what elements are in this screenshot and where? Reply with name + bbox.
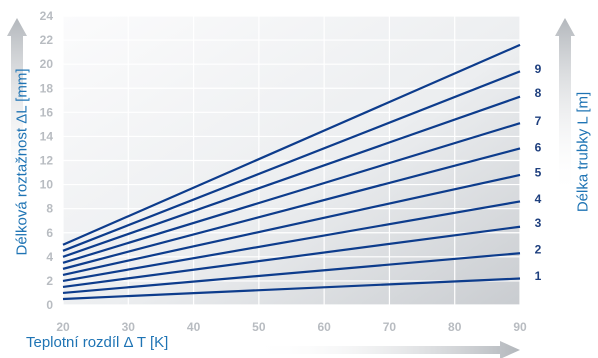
x-tick-label-6: 80 xyxy=(448,320,462,334)
length-label-5: 5 xyxy=(535,166,542,180)
y-tick-label-5: 10 xyxy=(40,178,54,192)
x-tick-label-0: 20 xyxy=(56,320,70,334)
length-label-8: 8 xyxy=(535,86,542,100)
series-line-6 xyxy=(62,147,521,270)
series-line-8 xyxy=(62,95,521,258)
length-label-1: 1 xyxy=(535,269,542,283)
series-line-9 xyxy=(62,70,521,252)
length-label-2: 2 xyxy=(535,243,542,257)
length-label-6: 6 xyxy=(535,140,542,154)
series-line-4 xyxy=(62,200,521,283)
y-tick-label-11: 22 xyxy=(40,33,54,47)
y-tick-label-6: 12 xyxy=(40,154,54,168)
x-tick-label-1: 30 xyxy=(122,320,136,334)
y2-axis-title: Délka trubky L [m] xyxy=(574,91,592,213)
length-labels: 1 2 3 4 5 6 7 8 9 xyxy=(535,62,542,283)
series-line-5 xyxy=(62,173,521,276)
y-tick-label-3: 6 xyxy=(46,226,53,240)
y-axis-title: Délková roztažnost ΔL [mm] xyxy=(13,68,31,256)
series-line-2 xyxy=(62,252,521,295)
length-label-3: 3 xyxy=(535,216,542,230)
series-line-1 xyxy=(62,277,521,301)
x-tick-label-3: 50 xyxy=(252,320,266,334)
series-line-7 xyxy=(62,122,521,264)
length-label-7: 7 xyxy=(535,114,542,128)
series-line-3 xyxy=(62,225,521,289)
x-tick-label-2: 40 xyxy=(187,320,201,334)
x-axis-title: Teplotní rozdíl Δ T [K] xyxy=(26,334,169,351)
length-label-4: 4 xyxy=(535,192,542,206)
y-tick-label-7: 14 xyxy=(40,129,54,143)
y-tick-label-1: 2 xyxy=(46,274,53,288)
y-tick-label-9: 18 xyxy=(40,81,54,95)
y-tick-label-2: 4 xyxy=(46,250,53,264)
y-tick-label-4: 8 xyxy=(46,202,53,216)
series-group xyxy=(62,43,521,301)
x-tick-label-5: 70 xyxy=(383,320,397,334)
series-line-10 xyxy=(62,43,521,246)
x-tick-label-7: 90 xyxy=(513,320,527,334)
x-axis-arrow xyxy=(250,341,520,358)
y-tick-label-8: 16 xyxy=(40,105,54,119)
y-axis-arrow-left xyxy=(7,18,27,196)
x-tick-label-4: 60 xyxy=(317,320,331,334)
y-tick-label-12: 24 xyxy=(40,9,54,23)
y-tick-label-10: 20 xyxy=(40,57,54,71)
x-tick-labels: 20 30 40 50 60 70 80 90 xyxy=(56,320,527,334)
length-label-9: 9 xyxy=(535,62,542,76)
y-axis-arrow-right xyxy=(555,18,575,196)
y-tick-label-0: 0 xyxy=(46,298,53,312)
